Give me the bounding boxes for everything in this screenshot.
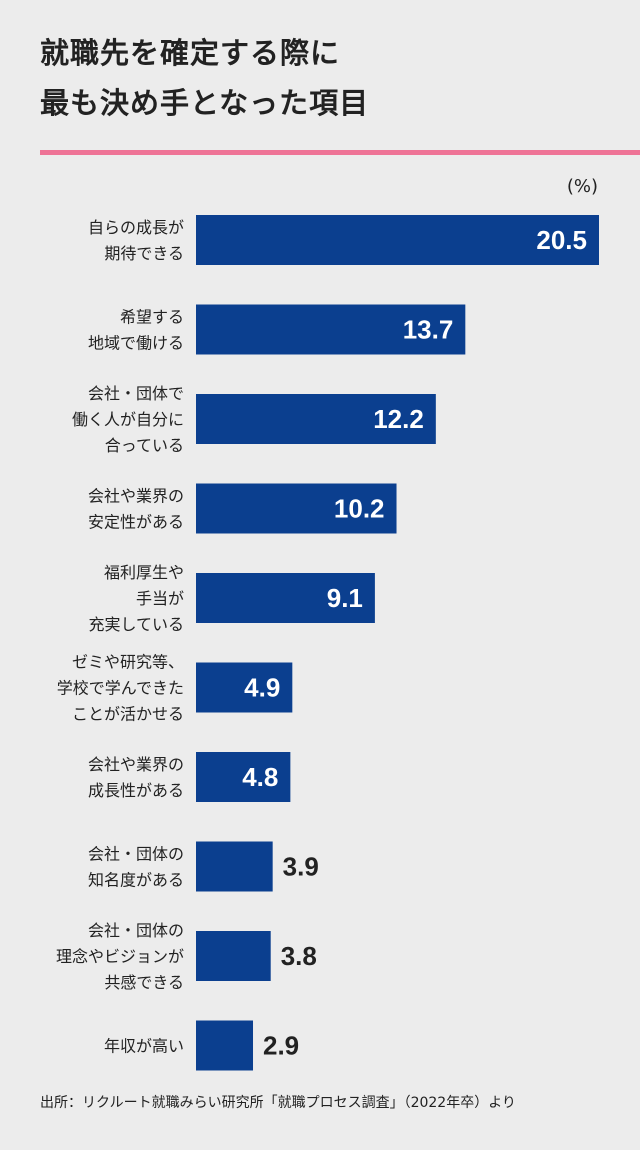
category-label: ことが活かせる	[72, 705, 184, 724]
category-label: 会社や業界の	[88, 487, 184, 506]
category-label: 会社や業界の	[88, 755, 184, 774]
data-label: 13.7	[403, 315, 454, 345]
category-label: 共感できる	[104, 973, 184, 992]
category-label: 理念やビジョンが	[56, 947, 184, 966]
bar	[196, 573, 375, 623]
data-label: 3.8	[281, 941, 317, 971]
data-label: 10.2	[334, 494, 385, 524]
category-label: 年収が高い	[104, 1037, 184, 1056]
bar	[196, 841, 273, 892]
category-label: 働く人が自分に	[72, 410, 184, 429]
data-label: 20.5	[536, 225, 587, 255]
title-line-1: 就職先を確定する際に	[40, 36, 341, 70]
bar-group: 2.9 年収が高い	[104, 1020, 299, 1071]
unit-label: (%)	[566, 176, 598, 197]
data-label: 2.9	[263, 1031, 299, 1061]
chart-title: 就職先を確定する際に 最も決め手となった項目	[40, 28, 369, 128]
category-label: 充実している	[88, 615, 184, 634]
category-label: 学校で学んできた	[57, 679, 184, 698]
bar	[196, 483, 397, 534]
data-label: 3.9	[283, 852, 319, 882]
data-label: 12.2	[373, 404, 424, 434]
data-label: 9.1	[327, 583, 363, 613]
category-label: 自らの成長が	[88, 218, 184, 237]
bar	[196, 394, 436, 444]
category-label: ゼミや研究等、	[72, 653, 184, 672]
category-label: 希望する	[120, 308, 184, 327]
source-note: 出所：リクルート就職みらい研究所「就職プロセス調査」（2022年卒）より	[40, 1095, 516, 1111]
data-label: 4.9	[244, 673, 280, 703]
bar	[196, 662, 293, 713]
category-label: 会社・団体で	[88, 384, 184, 403]
title-line-2: 最も決め手となった項目	[40, 86, 370, 120]
bar	[196, 1020, 254, 1071]
category-label: 合っている	[105, 436, 184, 455]
category-label: 会社・団体の	[88, 921, 184, 940]
category-label: 安定性がある	[88, 513, 184, 532]
category-label: 成長性がある	[88, 781, 184, 800]
bar	[196, 931, 271, 981]
category-label: 会社・団体の	[88, 845, 184, 864]
bar	[196, 752, 291, 802]
title-underline	[40, 150, 640, 155]
bar	[196, 304, 466, 355]
category-label: 地域で働ける	[88, 334, 184, 353]
data-label: 4.8	[242, 762, 278, 792]
category-label: 知名度がある	[88, 871, 184, 890]
bar	[196, 215, 599, 265]
category-label: 期待できる	[104, 244, 184, 263]
category-label: 福利厚生や	[104, 563, 184, 582]
category-label: 手当が	[136, 589, 184, 608]
